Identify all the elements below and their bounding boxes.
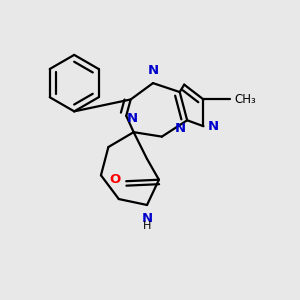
Text: O: O xyxy=(109,173,120,186)
Text: N: N xyxy=(142,212,153,225)
Text: N: N xyxy=(147,64,158,77)
Text: N: N xyxy=(208,120,219,133)
Text: H: H xyxy=(143,221,151,231)
Text: CH₃: CH₃ xyxy=(235,93,256,106)
Text: N: N xyxy=(127,112,138,125)
Text: N: N xyxy=(175,122,186,135)
